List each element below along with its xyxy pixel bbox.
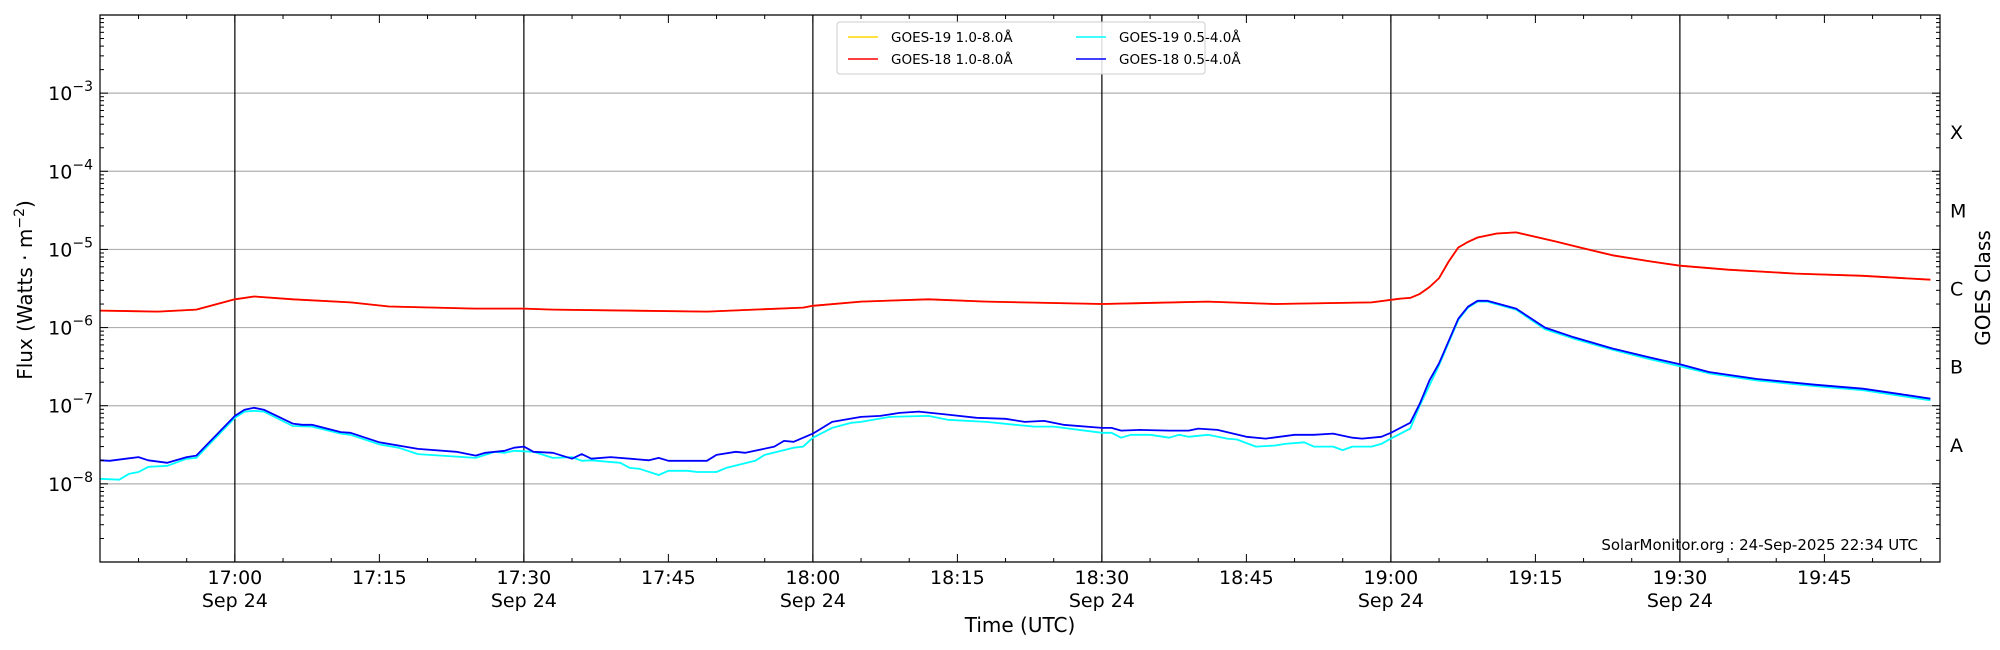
x-tick-label: 19:15: [1508, 567, 1563, 589]
x-tick-label: 19:45: [1797, 567, 1852, 589]
x-tick-label: 18:30: [1075, 567, 1130, 589]
goes-class-label: A: [1950, 435, 1963, 457]
x-tick-label: 17:45: [641, 567, 696, 589]
x-tick-label: 18:15: [930, 567, 985, 589]
legend-label-1: GOES-19 0.5-4.0Å: [1119, 29, 1241, 46]
series-line-2: [99, 231, 1931, 313]
x-tick-label: 17:15: [352, 567, 407, 589]
y-tick-label: 10−6: [48, 314, 93, 340]
goes-class-label: B: [1950, 357, 1963, 379]
y-tick-label: 10−7: [48, 392, 93, 418]
y-tick-base: 10: [48, 474, 72, 496]
y-tick-label: 10−8: [48, 470, 93, 496]
y-axis-label: Flux (Watts · m−2): [12, 200, 37, 380]
goes-class-label: M: [1950, 200, 1966, 222]
y-tick-label: 10−3: [48, 79, 93, 105]
plot-frame: [99, 14, 1941, 563]
x-tick-date-label: Sep 24: [1358, 590, 1424, 612]
y-tick-base: 10: [48, 396, 72, 418]
y-tick-label: 10−5: [48, 235, 93, 261]
x-tick-label: 18:00: [785, 567, 840, 589]
x-tick-label: 17:00: [207, 567, 262, 589]
x-tick-date-label: Sep 24: [780, 590, 846, 612]
legend-label-0: GOES-19 1.0-8.0Å: [891, 29, 1013, 46]
x-tick-label: 19:30: [1653, 567, 1708, 589]
x-tick-label: 19:00: [1364, 567, 1419, 589]
y-tick-exponent: −3: [72, 79, 93, 95]
x-tick-date-label: Sep 24: [202, 590, 268, 612]
goes-class-label: X: [1950, 122, 1963, 144]
goes-class-labels: A B C M X: [1950, 122, 1966, 457]
goes-class-label: C: [1950, 279, 1963, 301]
y-tick-base: 10: [48, 318, 72, 340]
y-tick-exponent: −5: [72, 235, 93, 251]
series-line-3: [99, 299, 1931, 464]
x-tick-label: 18:45: [1219, 567, 1274, 589]
y-tick-exponent: −4: [72, 157, 93, 173]
series-lines: [99, 231, 1931, 481]
legend-label-3: GOES-18 0.5-4.0Å: [1119, 51, 1241, 68]
y-tick-labels: 10−810−710−610−510−410−3: [48, 79, 93, 496]
watermark-text: SolarMonitor.org : 24-Sep-2025 22:34 UTC: [1601, 536, 1918, 554]
y-tick-exponent: −6: [72, 314, 93, 330]
day-vertical-lines: [234, 15, 1681, 562]
y-tick-base: 10: [48, 161, 72, 183]
y-tick-base: 10: [48, 83, 72, 105]
y-tick-exponent: −8: [72, 470, 93, 486]
y-tick-base: 10: [48, 239, 72, 261]
legend-label-2: GOES-18 1.0-8.0Å: [891, 51, 1013, 68]
x-axis-label: Time (UTC): [964, 613, 1076, 637]
x-tick-date-label: Sep 24: [491, 590, 557, 612]
axis-ticks: [100, 15, 1940, 563]
x-tick-label: 17:30: [496, 567, 551, 589]
legend-box: [836, 21, 1206, 75]
y-tick-label: 10−4: [48, 157, 93, 183]
goes-class-axis-label: GOES Class: [1971, 230, 1995, 346]
legend: GOES-19 1.0-8.0Å GOES-18 1.0-8.0Å GOES-19 …: [836, 21, 1241, 75]
y-tick-exponent: −7: [72, 392, 93, 408]
x-tick-date-label: Sep 24: [1647, 590, 1713, 612]
x-tick-date-label: Sep 24: [1069, 590, 1135, 612]
